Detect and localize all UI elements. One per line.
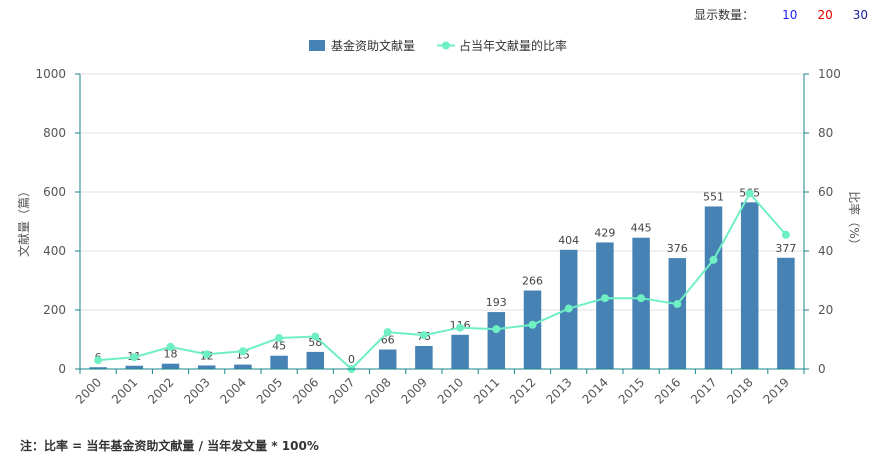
bar-series: 6111812154558066781161932664044294453765… xyxy=(89,186,796,369)
y-tick-label: 0 xyxy=(58,362,66,376)
chart-legend: 基金资助文献量 占当年文献量的比率 xyxy=(309,38,567,53)
x-tick-label: 2012 xyxy=(507,375,538,406)
bar xyxy=(89,367,107,369)
bar xyxy=(451,334,469,369)
funding-chart: 基金资助文献量 占当年文献量的比率 6111812154558066781161… xyxy=(16,38,862,407)
legend-bar-swatch xyxy=(309,40,325,51)
display-count-bar: 显示数量： 10 20 30 xyxy=(694,6,868,23)
x-tick-label: 2000 xyxy=(73,375,104,406)
ratio-point xyxy=(94,356,103,365)
bar-value-label: 376 xyxy=(667,242,688,255)
bar-value-label: 551 xyxy=(703,190,724,203)
bar xyxy=(596,242,614,369)
bar xyxy=(197,365,216,369)
bar-value-label: 18 xyxy=(164,348,178,361)
ratio-line xyxy=(98,191,787,371)
bar xyxy=(777,257,795,369)
display-count-10[interactable]: 10 xyxy=(782,7,798,22)
ratio-point xyxy=(383,328,392,337)
y-tick-label: 400 xyxy=(43,244,66,258)
display-count-20[interactable]: 20 xyxy=(817,7,833,22)
display-count-label: 显示数量： xyxy=(694,8,755,22)
ratio-point xyxy=(600,294,609,303)
bar-value-label: 266 xyxy=(522,275,543,288)
bar-value-label: 429 xyxy=(594,226,615,239)
y-tick-label: 1000 xyxy=(35,67,66,81)
x-tick-label: 2007 xyxy=(326,375,357,406)
y2-tick-label: 40 xyxy=(818,244,833,258)
x-tick-label: 2008 xyxy=(362,375,393,406)
x-tick-label: 2005 xyxy=(254,375,285,406)
bar xyxy=(415,345,433,369)
y-tick-label: 600 xyxy=(43,185,66,199)
ratio-point xyxy=(419,331,428,340)
x-tick-label: 2018 xyxy=(724,375,755,406)
ratio-point xyxy=(275,334,284,343)
x-tick-label: 2006 xyxy=(290,375,321,406)
y2-tick-label: 60 xyxy=(818,185,833,199)
bar-value-label: 404 xyxy=(558,234,579,247)
y2-tick-label: 80 xyxy=(818,126,833,140)
y2-axis-title: 比率（%） xyxy=(847,191,862,250)
ratio-point xyxy=(637,294,646,303)
ratio-point xyxy=(564,304,573,313)
bar xyxy=(704,206,723,369)
bar-value-label: 445 xyxy=(631,222,652,235)
bar-value-label: 193 xyxy=(486,296,507,309)
x-tick-label: 2014 xyxy=(580,375,611,406)
ratio-point xyxy=(238,347,247,356)
bar xyxy=(523,290,542,369)
bar xyxy=(234,364,252,369)
ratio-point xyxy=(202,350,211,359)
x-tick-label: 2017 xyxy=(688,375,719,406)
footnote: 注：比率 = 当年基金资助文献量 / 当年发文量 * 100% xyxy=(20,439,319,453)
x-tick-label: 2010 xyxy=(435,375,466,406)
bar xyxy=(632,237,650,369)
legend-line-label[interactable]: 占当年文献量的比率 xyxy=(459,38,567,53)
ratio-point xyxy=(492,325,501,334)
x-tick-label: 2015 xyxy=(616,375,647,406)
x-tick-label: 2004 xyxy=(218,375,249,406)
bar xyxy=(668,258,687,369)
y-tick-label: 800 xyxy=(43,126,66,140)
x-tick-label: 2013 xyxy=(543,375,574,406)
ratio-point xyxy=(528,320,537,329)
bar xyxy=(740,202,759,369)
x-tick-label: 2001 xyxy=(109,375,140,406)
x-tick-label: 2002 xyxy=(145,375,176,406)
bar xyxy=(306,351,325,369)
ratio-point xyxy=(311,332,320,341)
bar xyxy=(161,363,180,369)
bar xyxy=(487,312,506,369)
ratio-point xyxy=(456,323,465,332)
bar xyxy=(125,365,144,369)
y2-tick-label: 100 xyxy=(818,67,841,81)
y2-tick-label: 20 xyxy=(818,303,833,317)
bar-value-label: 377 xyxy=(775,242,796,255)
x-tick-label: 2016 xyxy=(652,375,683,406)
bar xyxy=(270,355,288,369)
grid-lines xyxy=(80,73,804,311)
y-axis-title: 文献量（篇） xyxy=(16,185,31,257)
legend-line-marker xyxy=(442,41,450,50)
display-count-30[interactable]: 30 xyxy=(852,7,868,22)
legend-bar-label[interactable]: 基金资助文献量 xyxy=(331,38,415,53)
bar-value-label: 45 xyxy=(272,340,286,353)
bar-value-label: 0 xyxy=(348,353,355,366)
ratio-point xyxy=(781,230,790,239)
ratio-point xyxy=(166,342,175,351)
ratio-point xyxy=(745,189,754,198)
x-tick-label: 2011 xyxy=(471,375,502,406)
ratio-point xyxy=(130,353,139,362)
x-tick-label: 2009 xyxy=(399,375,430,406)
bar xyxy=(378,349,397,369)
y-tick-label: 200 xyxy=(43,303,66,317)
ratio-point xyxy=(709,255,718,264)
x-tick-label: 2019 xyxy=(761,375,792,406)
y2-tick-label: 0 xyxy=(818,362,826,376)
ratio-point xyxy=(673,300,682,309)
x-tick-label: 2003 xyxy=(181,375,212,406)
